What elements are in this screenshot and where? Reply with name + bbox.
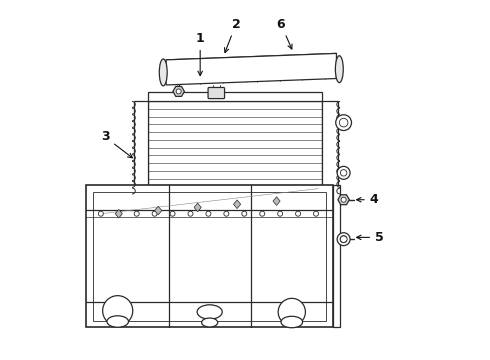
Circle shape <box>341 197 346 202</box>
Circle shape <box>206 211 211 216</box>
Ellipse shape <box>201 318 218 327</box>
Circle shape <box>314 211 318 216</box>
Text: 1: 1 <box>196 32 204 76</box>
Polygon shape <box>273 197 280 206</box>
Circle shape <box>339 118 348 127</box>
FancyBboxPatch shape <box>208 87 224 99</box>
Ellipse shape <box>281 316 302 328</box>
Text: 6: 6 <box>276 18 292 49</box>
Bar <box>333 185 340 327</box>
Ellipse shape <box>107 316 128 327</box>
Circle shape <box>337 233 350 246</box>
Circle shape <box>278 211 283 216</box>
Circle shape <box>188 211 193 216</box>
Polygon shape <box>166 53 337 85</box>
Circle shape <box>152 211 157 216</box>
Circle shape <box>295 211 300 216</box>
Circle shape <box>176 89 181 94</box>
Bar <box>148 92 322 101</box>
Polygon shape <box>194 203 201 212</box>
Ellipse shape <box>197 305 222 319</box>
Circle shape <box>340 235 347 243</box>
Text: 3: 3 <box>101 130 132 158</box>
Text: 5: 5 <box>357 231 384 244</box>
Circle shape <box>242 211 247 216</box>
Bar <box>148 101 322 194</box>
Bar <box>322 101 338 194</box>
Circle shape <box>336 115 351 131</box>
Circle shape <box>337 166 350 179</box>
Circle shape <box>278 298 305 325</box>
Circle shape <box>341 170 347 176</box>
Bar <box>93 192 326 320</box>
Ellipse shape <box>159 59 167 86</box>
Text: 4: 4 <box>357 193 378 206</box>
Ellipse shape <box>335 56 343 83</box>
Polygon shape <box>155 206 162 215</box>
Circle shape <box>116 211 122 216</box>
Circle shape <box>260 211 265 216</box>
Circle shape <box>98 211 103 216</box>
Polygon shape <box>115 210 122 218</box>
Circle shape <box>170 211 175 216</box>
Polygon shape <box>234 200 241 208</box>
Circle shape <box>224 211 229 216</box>
Bar <box>148 194 322 202</box>
Circle shape <box>134 211 139 216</box>
Circle shape <box>102 296 133 326</box>
Bar <box>134 101 148 194</box>
Text: 2: 2 <box>224 18 241 53</box>
Bar <box>87 185 333 327</box>
